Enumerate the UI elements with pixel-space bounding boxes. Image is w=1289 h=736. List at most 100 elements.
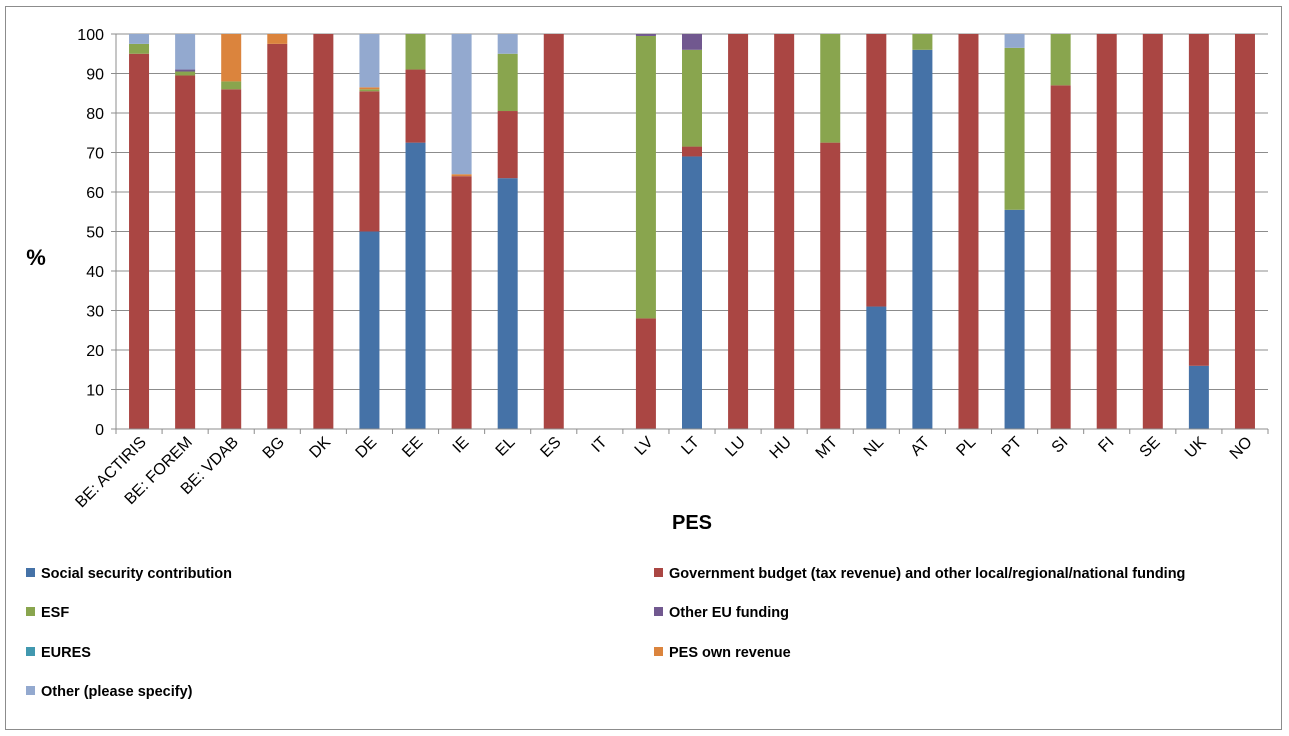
- bar-segment: [543, 34, 564, 429]
- bar-segment: [221, 89, 242, 430]
- y-tick-label: 50: [86, 225, 104, 242]
- legend: Social security contribution Government b…: [26, 566, 1185, 700]
- y-tick-label: 80: [86, 106, 104, 123]
- bar-segment: [1234, 34, 1255, 429]
- x-tick-label: HU: [767, 434, 795, 462]
- bar-segment: [359, 34, 380, 88]
- legend-swatch: [654, 607, 663, 616]
- x-tick-label: LU: [722, 434, 748, 460]
- legend-swatch: [654, 647, 663, 656]
- bar-segment: [866, 34, 887, 307]
- bar-segment: [1004, 34, 1025, 48]
- x-tick-label: DK: [306, 434, 334, 462]
- bar-segment: [359, 91, 380, 232]
- y-axis-ticks: 0 10 20 30 40 50 60 70 80 90 100: [77, 27, 116, 439]
- x-tick-label: EE: [399, 434, 426, 461]
- x-tick-label: SI: [1049, 434, 1072, 457]
- bar-segment: [129, 53, 150, 429]
- bar-segment: [1188, 365, 1209, 429]
- bar-segment: [497, 111, 518, 179]
- y-tick-label: 30: [86, 304, 104, 321]
- bar-segment: [820, 142, 841, 429]
- legend-swatch: [26, 686, 35, 695]
- bars: [129, 34, 1255, 430]
- legend-label: Other EU funding: [669, 605, 789, 621]
- bar-segment: [405, 34, 426, 70]
- legend-label: PES own revenue: [669, 645, 791, 661]
- x-tick-label: ES: [537, 434, 564, 461]
- legend-swatch: [26, 607, 35, 616]
- x-tick-label: BG: [260, 434, 288, 462]
- bar-segment: [682, 146, 702, 157]
- x-tick-label: EL: [493, 434, 519, 460]
- bar-segment: [175, 69, 196, 72]
- bar-segment: [774, 34, 795, 429]
- bar-segment: [267, 34, 288, 44]
- bar-segment: [451, 174, 472, 177]
- legend-label: ESF: [41, 605, 69, 621]
- legend-label: Social security contribution: [41, 566, 232, 582]
- y-tick-label: 20: [86, 343, 104, 360]
- bar-segment: [912, 34, 933, 50]
- x-tick-label: NL: [861, 434, 888, 461]
- x-tick-label: PL: [953, 434, 979, 460]
- bar-segment: [635, 318, 656, 429]
- bar-segment: [912, 49, 933, 430]
- legend-swatch: [26, 568, 35, 577]
- bar-segment: [405, 142, 426, 429]
- bar-segment: [129, 34, 150, 44]
- bar-segment: [1050, 34, 1071, 86]
- x-tick-label: NO: [1227, 434, 1256, 463]
- x-tick-label: FI: [1095, 434, 1117, 456]
- y-tick-label: 90: [86, 67, 104, 84]
- y-tick-label: 40: [86, 264, 104, 281]
- bar-segment: [405, 69, 426, 143]
- bar-segment: [221, 34, 242, 82]
- bar-segment: [451, 176, 472, 429]
- bar-segment: [451, 34, 472, 175]
- x-axis-label: PES: [672, 512, 712, 534]
- bar-segment: [1004, 209, 1025, 429]
- legend-label: Other (please specify): [41, 684, 193, 700]
- bar-segment: [497, 53, 518, 112]
- bar-segment: [635, 34, 656, 36]
- x-tick-label: IT: [589, 434, 611, 456]
- x-tick-label: MT: [813, 434, 842, 463]
- bar-segment: [267, 43, 288, 429]
- bar-segment: [1004, 47, 1025, 210]
- legend-swatch: [654, 568, 663, 577]
- bar-segment: [359, 89, 380, 92]
- y-tick-label: 0: [95, 422, 104, 439]
- y-tick-label: 10: [86, 383, 104, 400]
- x-tick-label: SE: [1137, 434, 1164, 461]
- bar-segment: [221, 81, 242, 90]
- bar-segment: [1142, 34, 1163, 429]
- bar-segment: [129, 43, 150, 54]
- bar-segment: [1188, 34, 1209, 366]
- bar-segment: [682, 49, 702, 147]
- y-tick-label: 100: [77, 27, 104, 44]
- bar-segment: [313, 34, 334, 429]
- y-axis-label: %: [26, 245, 46, 270]
- bar-segment: [820, 34, 841, 143]
- bar-segment: [497, 178, 518, 429]
- bar-segment: [635, 35, 656, 319]
- x-tick-label: LT: [678, 434, 703, 459]
- x-tick-label: DE: [353, 434, 381, 462]
- bar-segment: [175, 75, 196, 429]
- bar-segment: [497, 34, 518, 54]
- bar-segment: [175, 71, 196, 76]
- legend-label: Government budget (tax revenue) and othe…: [669, 566, 1185, 582]
- bar-segment: [175, 34, 196, 70]
- x-tick-label: AT: [908, 434, 934, 460]
- x-tick-label: UK: [1182, 434, 1210, 462]
- legend-swatch: [26, 647, 35, 656]
- bar-segment: [359, 231, 380, 429]
- x-tick-label: PT: [999, 434, 1026, 461]
- bar-segment: [682, 34, 702, 50]
- bar-segment: [359, 87, 380, 90]
- bar-segment: [866, 306, 887, 429]
- legend-label: EURES: [41, 645, 91, 661]
